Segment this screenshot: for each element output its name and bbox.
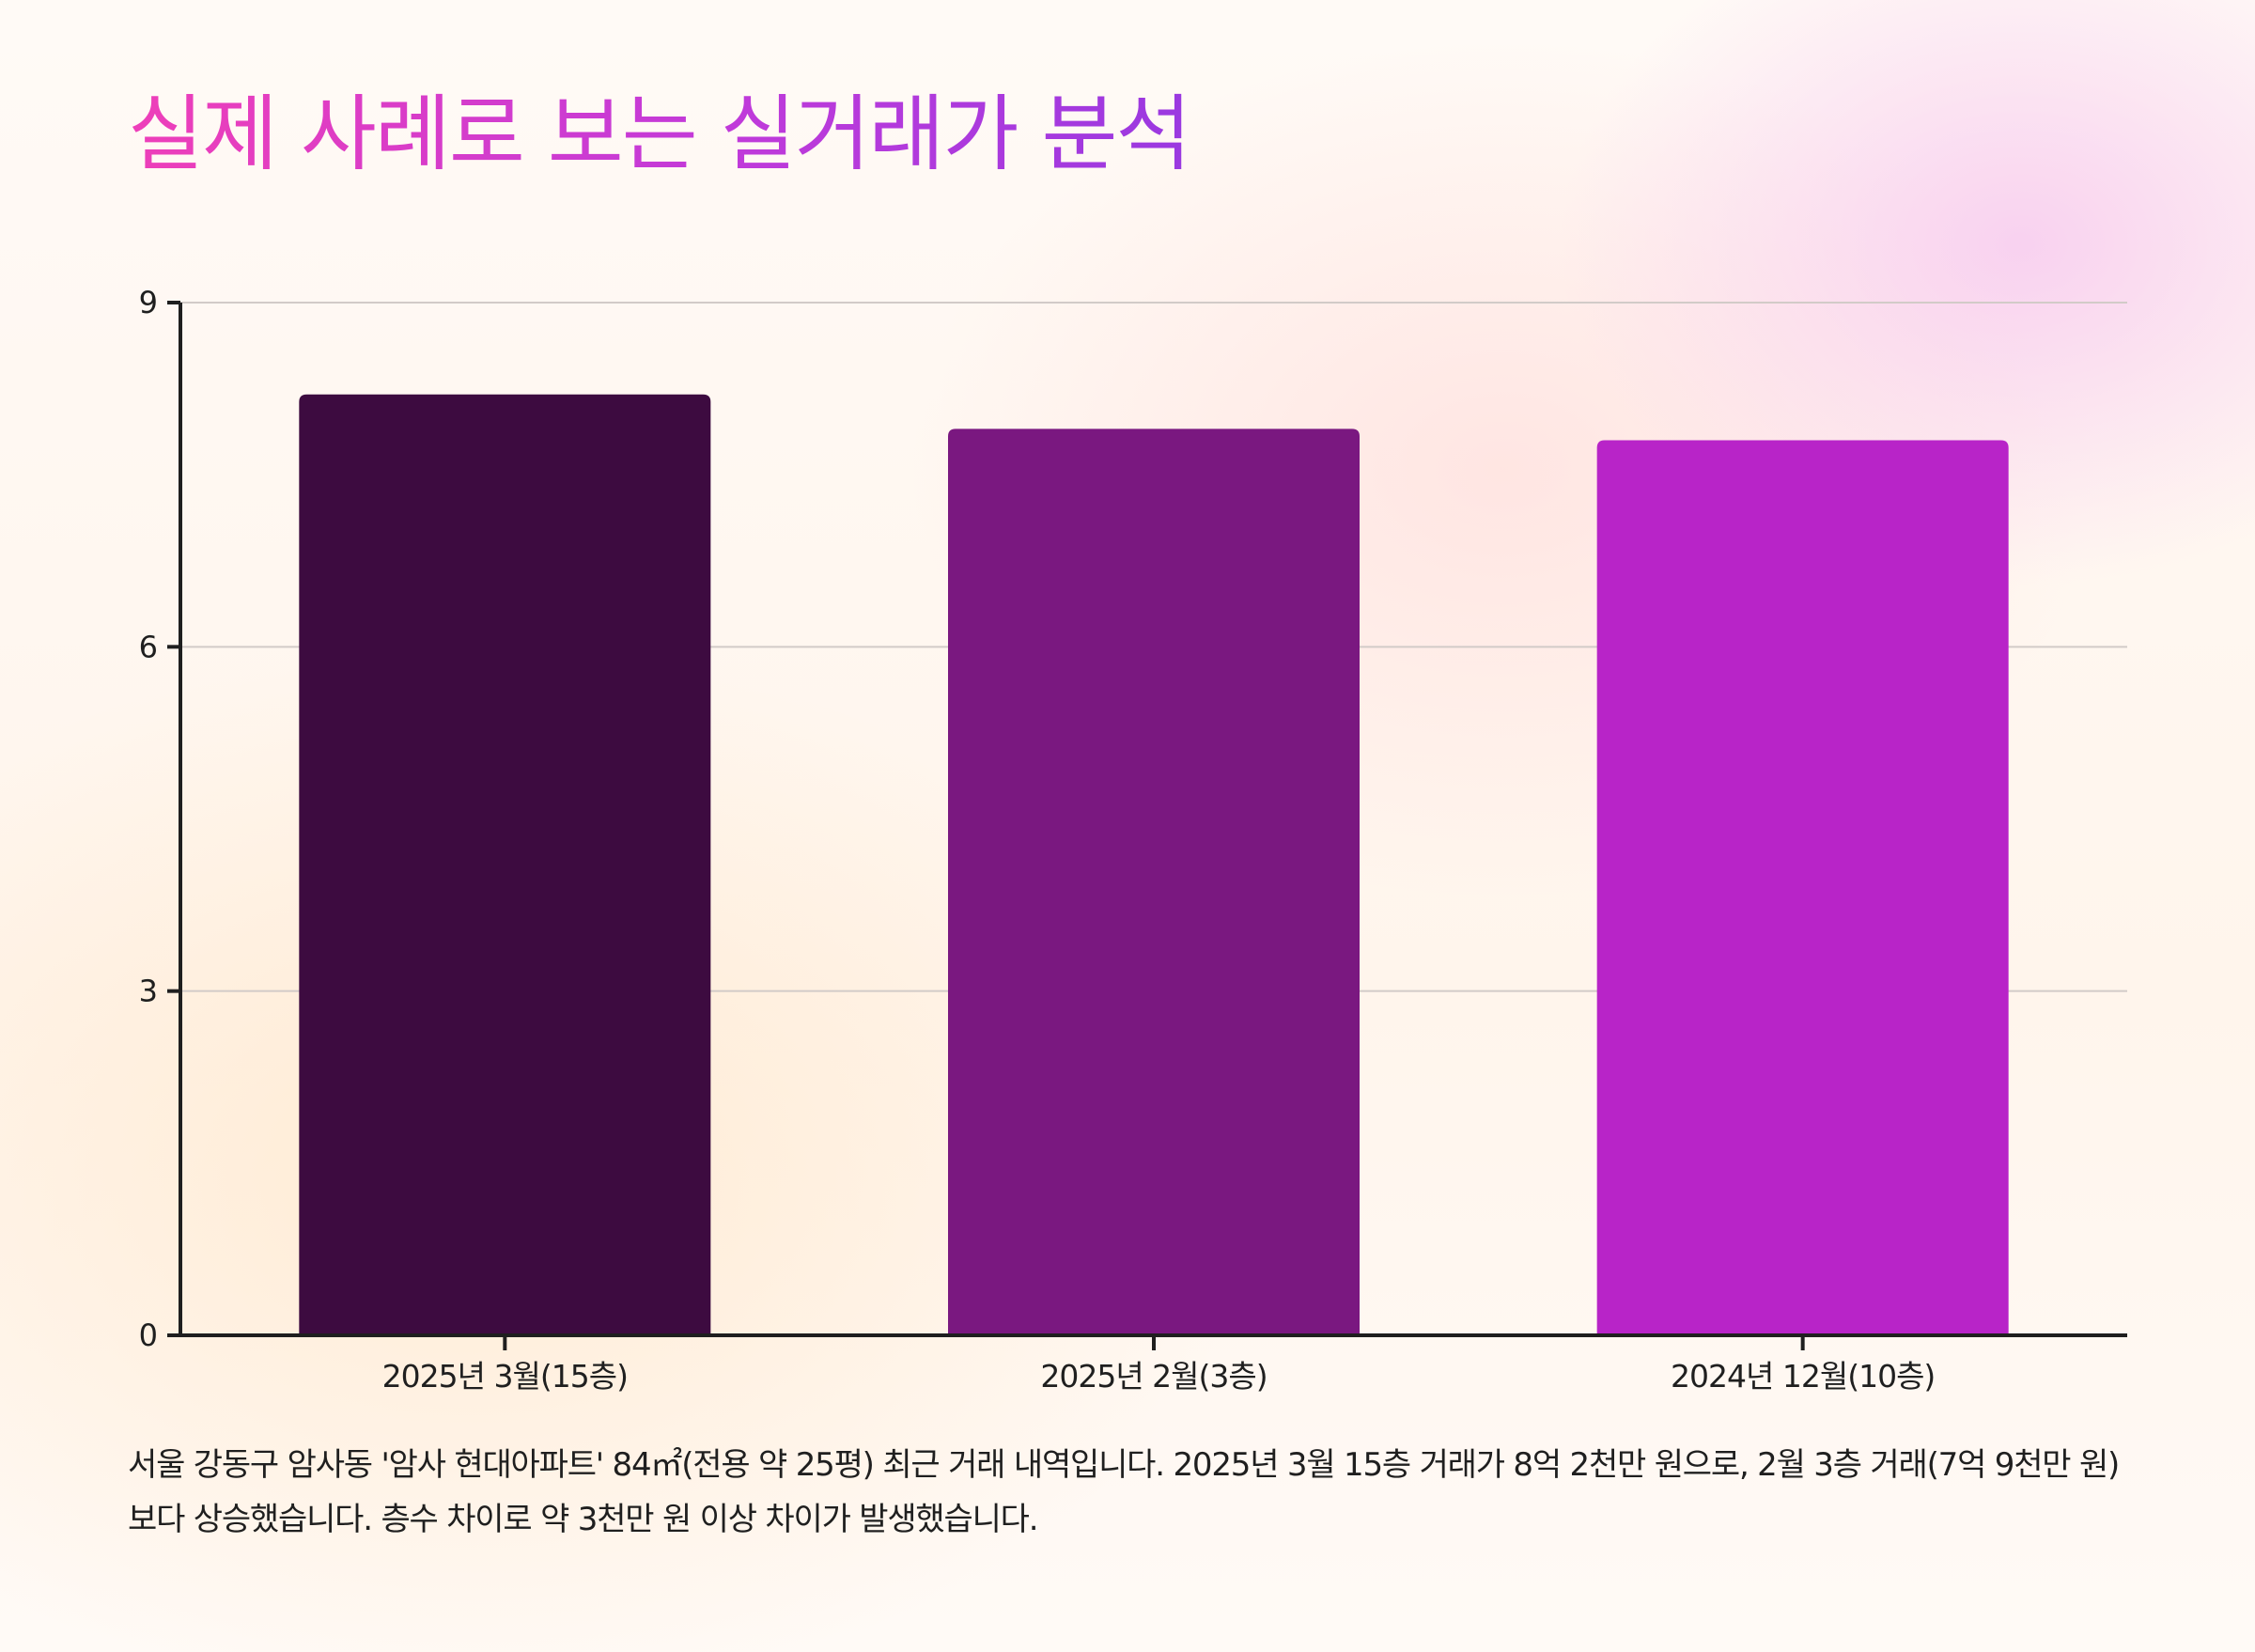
axes	[167, 301, 2127, 1350]
x-tick-label: 2024년 12월(10층)	[1671, 1358, 1935, 1395]
y-tick-label: 3	[139, 974, 158, 1009]
bar	[1596, 440, 2009, 1335]
axis-labels: 0 3 6 9 2025년 3월(15층) 2025년 2월(3층) 2024년 12월(1…	[139, 285, 1936, 1395]
x-tick-label: 2025년 3월(15층)	[382, 1358, 628, 1395]
bar	[948, 429, 1360, 1335]
chart-caption: 서울 강동구 암사동 '암사 현대아파트' 84㎡(전용 약 25평) 최근 거…	[128, 1446, 2120, 1538]
bars	[299, 394, 2009, 1335]
bar	[299, 394, 711, 1335]
y-tick-label: 6	[139, 629, 158, 664]
y-tick-label: 9	[139, 285, 158, 320]
page-title: 실제 사례로 보는 실거래가 분석	[128, 86, 1191, 182]
bar-chart: 0 3 6 9 2025년 3월(15층) 2025년 2월(3층) 2024년 12월(1…	[139, 285, 2127, 1395]
y-tick-label: 0	[139, 1317, 158, 1353]
x-tick-label: 2025년 2월(3층)	[1040, 1358, 1267, 1395]
